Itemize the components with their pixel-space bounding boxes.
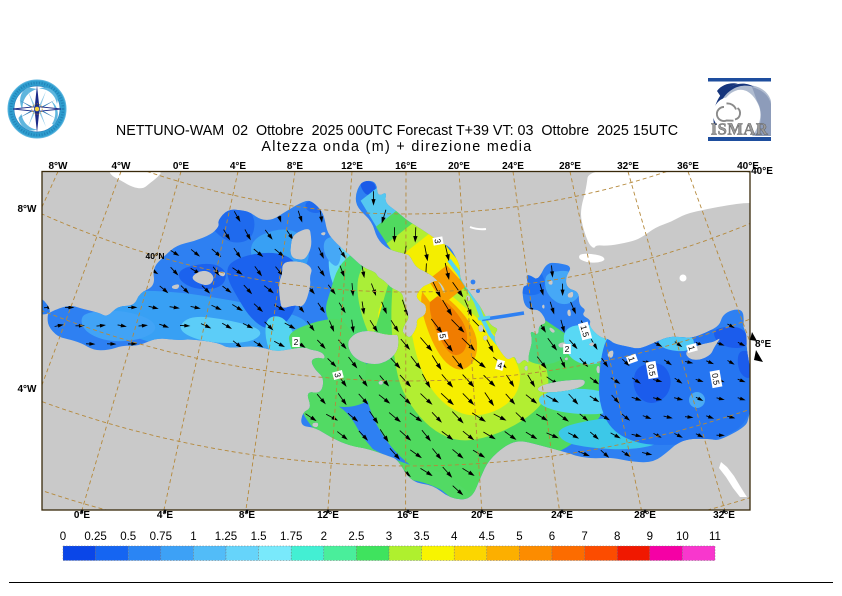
svg-text:7: 7 [581,531,587,543]
svg-text:4°E: 4°E [230,161,247,172]
svg-text:8: 8 [614,531,620,543]
svg-text:36°E: 36°E [677,161,699,172]
svg-text:8°E: 8°E [287,161,304,172]
svg-text:40°N: 40°N [146,251,165,261]
svg-text:2: 2 [321,531,327,543]
svg-text:4: 4 [496,360,503,371]
svg-text:1.25: 1.25 [215,531,237,543]
svg-text:1.5: 1.5 [578,324,591,338]
svg-text:3: 3 [432,238,443,245]
svg-text:0.75: 0.75 [150,531,172,543]
svg-text:9: 9 [647,531,653,543]
svg-text:0°E: 0°E [74,510,91,521]
svg-text:32°E: 32°E [617,161,639,172]
svg-text:24°E: 24°E [502,161,524,172]
svg-text:8°W: 8°W [49,161,69,172]
svg-text:8°E: 8°E [755,339,772,350]
svg-text:11: 11 [709,531,721,543]
svg-text:8°W: 8°W [18,204,38,215]
svg-text:1.75: 1.75 [280,531,302,543]
svg-text:28°E: 28°E [634,510,656,521]
svg-text:40°E: 40°E [737,161,759,172]
svg-text:4°W: 4°W [112,161,132,172]
svg-text:4°E: 4°E [157,510,174,521]
svg-text:5: 5 [437,333,448,340]
svg-text:40°E: 40°E [751,166,773,177]
svg-text:2.5: 2.5 [348,531,364,543]
svg-text:3.5: 3.5 [414,531,430,543]
svg-text:2: 2 [565,344,570,354]
svg-text:1: 1 [626,355,637,363]
svg-text:5: 5 [516,531,522,543]
svg-text:4.5: 4.5 [479,531,495,543]
svg-text:3: 3 [332,371,343,378]
svg-text:24°E: 24°E [551,510,573,521]
svg-text:20°E: 20°E [471,510,493,521]
svg-text:32°E: 32°E [713,510,735,521]
svg-text:28°E: 28°E [559,161,581,172]
svg-text:3: 3 [386,531,392,543]
svg-text:1: 1 [686,344,697,351]
svg-text:2: 2 [294,337,299,347]
svg-text:16°E: 16°E [395,161,417,172]
svg-text:12°E: 12°E [341,161,363,172]
svg-text:10: 10 [676,531,689,543]
svg-text:6: 6 [549,531,555,543]
svg-text:4: 4 [451,531,458,543]
svg-text:20°E: 20°E [448,161,470,172]
svg-text:0: 0 [60,531,66,543]
svg-text:4°W: 4°W [18,384,38,395]
svg-text:12°E: 12°E [317,510,339,521]
svg-text:ISMAR: ISMAR [711,120,769,139]
svg-text:0.25: 0.25 [84,531,106,543]
svg-text:0.5: 0.5 [120,531,136,543]
svg-text:0.5: 0.5 [710,372,722,386]
svg-text:16°E: 16°E [397,510,419,521]
svg-text:1: 1 [190,531,196,543]
svg-text:0.5: 0.5 [646,363,658,377]
svg-text:1.5: 1.5 [251,531,267,543]
svg-text:0°E: 0°E [173,161,190,172]
svg-text:8°E: 8°E [239,510,256,521]
